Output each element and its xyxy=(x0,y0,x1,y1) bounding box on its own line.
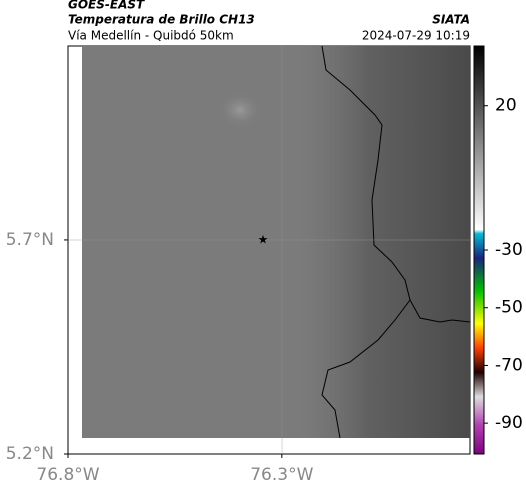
colorbar-tick-label: -30 xyxy=(495,240,523,260)
location-star: ★ xyxy=(258,233,269,247)
timestamp: 2024-07-29 10:19 xyxy=(362,29,470,43)
cold-clouds xyxy=(300,46,470,438)
source: GOES-EAST xyxy=(68,0,145,12)
route: Vía Medellín - Quibdó 50km xyxy=(68,29,234,43)
y-tick-label: 5.7°N xyxy=(6,230,54,250)
colorbar-tick-label: -50 xyxy=(495,298,523,318)
brand: SIATA xyxy=(432,13,470,27)
warm-patch xyxy=(218,92,262,128)
y-tick-label: 5.2°N xyxy=(6,444,54,464)
colorbar xyxy=(473,45,485,455)
border-line xyxy=(321,299,411,439)
colorbar-tick-label: 20 xyxy=(495,96,517,116)
border-line xyxy=(321,45,471,323)
colorbar-tick-label: -70 xyxy=(495,355,523,375)
x-tick-label: 76.8°W xyxy=(36,465,99,485)
colorbar-tick-label: -90 xyxy=(495,413,523,433)
x-tick-label: 76.3°W xyxy=(250,465,313,485)
title: Temperatura de Brillo CH13 xyxy=(68,13,255,27)
